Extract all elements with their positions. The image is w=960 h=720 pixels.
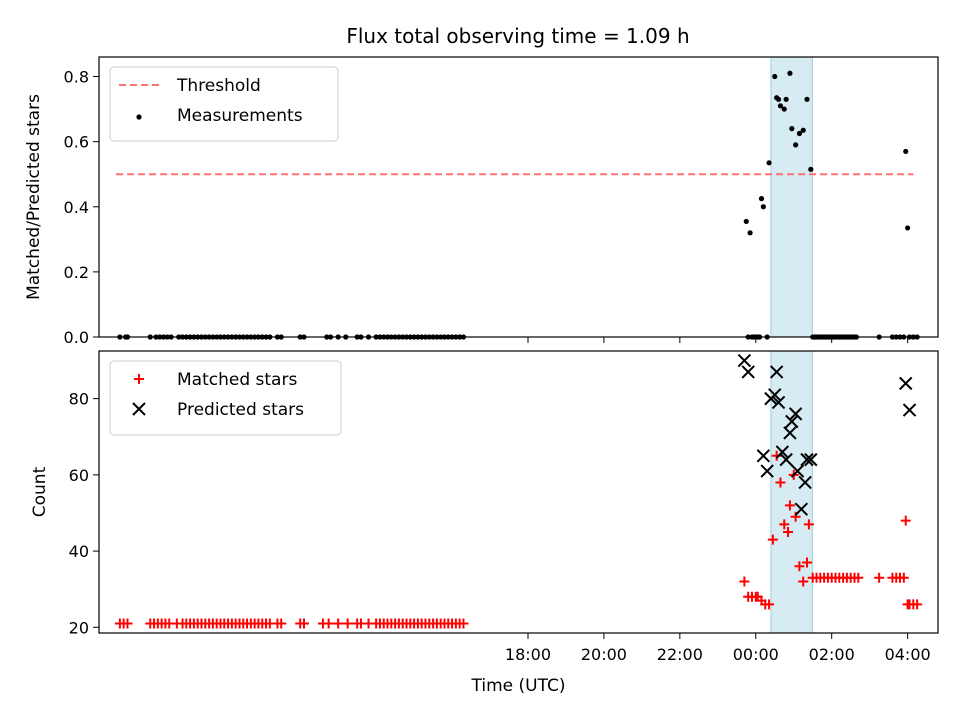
bottom-point-matched-stars [912, 599, 923, 610]
top-legend-box [109, 66, 339, 142]
top-point-measurements [775, 96, 782, 102]
bottom-point-predicted-stars [768, 388, 782, 402]
top-y-axis-label: Matched/Predicted stars [24, 94, 44, 300]
top-y-tick-label: 0.0 [64, 328, 89, 347]
bottom-point-matched-stars [458, 618, 469, 629]
bottom-point-matched-stars [775, 477, 786, 488]
top-point-measurements [800, 127, 806, 133]
top-point-measurements [777, 103, 784, 109]
bottom-point-matched-stars [803, 519, 814, 530]
top-legend-label: Threshold [176, 76, 261, 96]
bottom-point-predicted-stars [785, 414, 799, 429]
bottom-legend-marker [132, 402, 146, 416]
bottom-point-matched-stars [122, 618, 133, 629]
top-y-tick-label: 0.2 [64, 263, 89, 282]
bottom-point-predicted-stars [756, 449, 771, 463]
bottom-point-predicted-stars [779, 452, 793, 467]
top-point-measurements [787, 70, 793, 76]
bottom-point-predicted-stars [902, 403, 917, 417]
bottom-point-predicted-stars [788, 407, 803, 421]
bottom-point-predicted-stars [775, 445, 790, 459]
bottom-x-tick-label: 20:00 [581, 645, 627, 664]
top-axes-frame [98, 56, 939, 338]
bottom-point-matched-stars [342, 618, 353, 629]
top-panel: 0.0 0.2 0.4 0.6 0.8 Matched/Predicted stars Th… [24, 56, 939, 347]
top-point-measurements [743, 218, 749, 225]
top-y-tick-label: 0.8 [64, 68, 89, 87]
bottom-point-matched-stars [784, 500, 795, 511]
bottom-x-tick-label: 18:00 [505, 645, 551, 664]
bottom-point-matched-stars [798, 576, 809, 587]
bottom-point-matched-stars [767, 534, 778, 545]
top-y-tick-label: 0.6 [64, 133, 89, 152]
bottom-legend-label: Matched stars [177, 370, 297, 390]
bottom-point-matched-stars [898, 572, 909, 583]
bottom-point-matched-stars [779, 519, 790, 530]
bottom-point-matched-stars [874, 572, 885, 583]
bottom-point-predicted-stars [899, 376, 913, 391]
bottom-y-axis-label: Count [30, 466, 50, 517]
bottom-point-predicted-stars [798, 475, 812, 490]
bottom-x-tick-label: 02:00 [809, 645, 855, 664]
bottom-point-predicted-stars [769, 365, 784, 379]
bottom-point-predicted-stars [771, 395, 786, 410]
top-point-measurements [903, 148, 909, 155]
bottom-point-matched-stars [771, 450, 782, 461]
bottom-axes-frame [98, 350, 939, 634]
bottom-point-predicted-stars [794, 502, 809, 516]
top-point-measurements [804, 96, 810, 102]
bottom-x-axis-label: Time (UTC) [471, 676, 566, 696]
top-point-measurements [758, 196, 765, 202]
bottom-y-tick-label: 20 [69, 618, 89, 637]
bottom-x-tick-label: 04:00 [885, 645, 931, 664]
bottom-point-matched-stars [739, 576, 750, 587]
bottom-point-predicted-stars [741, 365, 755, 379]
bottom-point-matched-stars [299, 618, 310, 629]
bottom-point-predicted-stars [737, 353, 752, 368]
bottom-point-matched-stars [900, 515, 911, 526]
bottom-point-matched-stars [802, 557, 813, 568]
top-point-measurements [783, 96, 789, 102]
top-shaded-interval [770, 56, 813, 338]
bottom-point-predicted-stars [790, 464, 805, 478]
bottom-point-predicted-stars [800, 452, 814, 467]
bottom-x-tick-label: 22:00 [657, 645, 703, 664]
bottom-legend-marker [134, 374, 144, 384]
bottom-point-predicted-stars [760, 464, 774, 478]
top-point-measurements [808, 166, 814, 172]
bottom-point-matched-stars [783, 527, 794, 538]
top-legend-marker [136, 114, 142, 120]
bottom-y-tick-label: 80 [69, 390, 89, 409]
bottom-point-predicted-stars [804, 452, 818, 467]
top-point-measurements [766, 160, 772, 166]
top-point-measurements [747, 230, 753, 236]
top-point-measurements [760, 204, 766, 210]
bottom-panel: 20 40 60 80 18:00 20:00 22:00 00:00 02:00 04:00 Co… [30, 350, 939, 696]
top-point-measurements [905, 225, 911, 231]
bottom-point-matched-stars [333, 618, 344, 629]
bottom-legend-box [109, 360, 342, 436]
bottom-point-matched-stars [853, 572, 864, 583]
top-point-measurements [772, 73, 778, 80]
top-y-tick-label: 0.4 [64, 198, 89, 217]
bottom-point-matched-stars [276, 618, 287, 629]
bottom-point-predicted-stars [783, 426, 797, 440]
bottom-point-matched-stars [764, 599, 775, 610]
top-point-measurements [796, 130, 803, 137]
bottom-y-tick-label: 60 [69, 466, 89, 485]
bottom-x-tick-label: 00:00 [733, 645, 779, 664]
top-point-measurements [789, 126, 795, 132]
top-legend-label: Measurements [177, 106, 303, 126]
bottom-legend-label: Predicted stars [177, 400, 304, 420]
top-point-measurements [793, 142, 799, 148]
figure-title: Flux total observing time = 1.09 h [346, 24, 689, 48]
bottom-point-matched-stars [323, 618, 334, 629]
top-point-measurements [781, 106, 787, 112]
bottom-y-tick-label: 40 [69, 542, 89, 561]
bottom-point-matched-stars [794, 561, 805, 572]
